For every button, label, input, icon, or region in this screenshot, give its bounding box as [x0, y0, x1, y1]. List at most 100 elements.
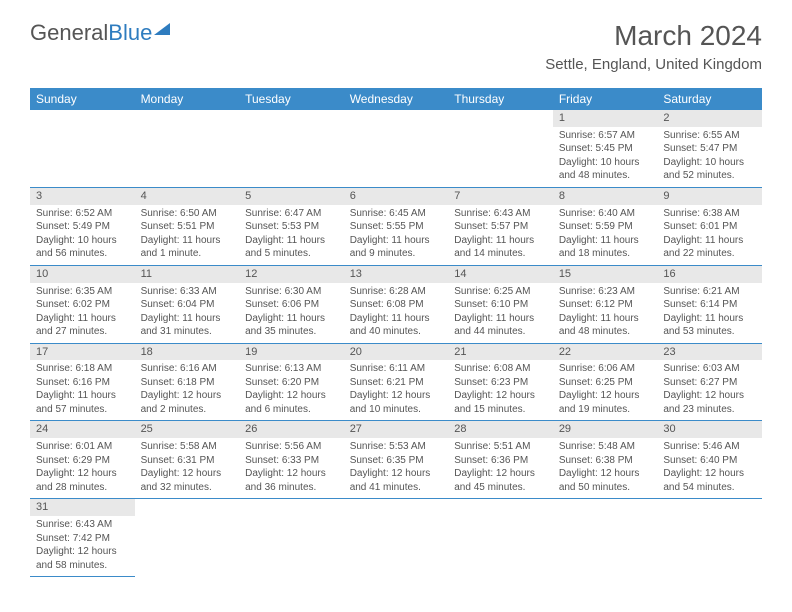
- day-body: Sunrise: 6:13 AMSunset: 6:20 PMDaylight:…: [239, 360, 344, 420]
- sunset-text: Sunset: 6:38 PM: [559, 454, 652, 468]
- sunset-text: Sunset: 6:35 PM: [350, 454, 443, 468]
- daylight-text: Daylight: 11 hours and 27 minutes.: [36, 312, 129, 339]
- sunrise-text: Sunrise: 6:52 AM: [36, 207, 129, 221]
- calendar-cell: 23Sunrise: 6:03 AMSunset: 6:27 PMDayligh…: [657, 343, 762, 421]
- daylight-text: Daylight: 11 hours and 22 minutes.: [663, 234, 756, 261]
- sunrise-text: Sunrise: 6:43 AM: [36, 518, 129, 532]
- day-body: Sunrise: 6:38 AMSunset: 6:01 PMDaylight:…: [657, 205, 762, 265]
- calendar-row: 10Sunrise: 6:35 AMSunset: 6:02 PMDayligh…: [30, 265, 762, 343]
- sunset-text: Sunset: 6:21 PM: [350, 376, 443, 390]
- calendar-cell-empty: [344, 499, 449, 577]
- day-body: Sunrise: 6:43 AMSunset: 5:57 PMDaylight:…: [448, 205, 553, 265]
- sunrise-text: Sunrise: 6:55 AM: [663, 129, 756, 143]
- day-body: Sunrise: 6:33 AMSunset: 6:04 PMDaylight:…: [135, 283, 240, 343]
- day-body: Sunrise: 5:46 AMSunset: 6:40 PMDaylight:…: [657, 438, 762, 498]
- daylight-text: Daylight: 11 hours and 57 minutes.: [36, 389, 129, 416]
- daylight-text: Daylight: 11 hours and 18 minutes.: [559, 234, 652, 261]
- day-number: 30: [657, 421, 762, 438]
- calendar-cell: 8Sunrise: 6:40 AMSunset: 5:59 PMDaylight…: [553, 187, 658, 265]
- day-number: 19: [239, 344, 344, 361]
- daylight-text: Daylight: 11 hours and 9 minutes.: [350, 234, 443, 261]
- daylight-text: Daylight: 11 hours and 48 minutes.: [559, 312, 652, 339]
- calendar-cell: 5Sunrise: 6:47 AMSunset: 5:53 PMDaylight…: [239, 187, 344, 265]
- sunrise-text: Sunrise: 5:48 AM: [559, 440, 652, 454]
- day-number: 20: [344, 344, 449, 361]
- day-number: 6: [344, 188, 449, 205]
- sunrise-text: Sunrise: 6:18 AM: [36, 362, 129, 376]
- calendar-row: 3Sunrise: 6:52 AMSunset: 5:49 PMDaylight…: [30, 187, 762, 265]
- sunset-text: Sunset: 5:51 PM: [141, 220, 234, 234]
- daylight-text: Daylight: 10 hours and 52 minutes.: [663, 156, 756, 183]
- sunrise-text: Sunrise: 6:01 AM: [36, 440, 129, 454]
- calendar-cell: 29Sunrise: 5:48 AMSunset: 6:38 PMDayligh…: [553, 421, 658, 499]
- daylight-text: Daylight: 12 hours and 23 minutes.: [663, 389, 756, 416]
- calendar-cell: 11Sunrise: 6:33 AMSunset: 6:04 PMDayligh…: [135, 265, 240, 343]
- day-number: 8: [553, 188, 658, 205]
- day-body: Sunrise: 6:08 AMSunset: 6:23 PMDaylight:…: [448, 360, 553, 420]
- sunrise-text: Sunrise: 6:43 AM: [454, 207, 547, 221]
- daylight-text: Daylight: 11 hours and 35 minutes.: [245, 312, 338, 339]
- day-number: 24: [30, 421, 135, 438]
- title-block: March 2024 Settle, England, United Kingd…: [545, 20, 762, 73]
- sunset-text: Sunset: 7:42 PM: [36, 532, 129, 546]
- calendar-cell: 14Sunrise: 6:25 AMSunset: 6:10 PMDayligh…: [448, 265, 553, 343]
- day-body: Sunrise: 5:51 AMSunset: 6:36 PMDaylight:…: [448, 438, 553, 498]
- calendar-cell: 9Sunrise: 6:38 AMSunset: 6:01 PMDaylight…: [657, 187, 762, 265]
- sunset-text: Sunset: 6:23 PM: [454, 376, 547, 390]
- calendar-cell-empty: [657, 499, 762, 577]
- daylight-text: Daylight: 12 hours and 54 minutes.: [663, 467, 756, 494]
- calendar-cell-empty: [448, 499, 553, 577]
- calendar-row: 17Sunrise: 6:18 AMSunset: 6:16 PMDayligh…: [30, 343, 762, 421]
- sunrise-text: Sunrise: 6:50 AM: [141, 207, 234, 221]
- calendar-cell: 13Sunrise: 6:28 AMSunset: 6:08 PMDayligh…: [344, 265, 449, 343]
- daylight-text: Daylight: 12 hours and 6 minutes.: [245, 389, 338, 416]
- daylight-text: Daylight: 11 hours and 5 minutes.: [245, 234, 338, 261]
- calendar-cell: 3Sunrise: 6:52 AMSunset: 5:49 PMDaylight…: [30, 187, 135, 265]
- sunrise-text: Sunrise: 6:23 AM: [559, 285, 652, 299]
- daylight-text: Daylight: 11 hours and 1 minute.: [141, 234, 234, 261]
- day-number: 17: [30, 344, 135, 361]
- calendar-row: 31Sunrise: 6:43 AMSunset: 7:42 PMDayligh…: [30, 499, 762, 577]
- calendar-cell-empty: [344, 110, 449, 187]
- day-number: 2: [657, 110, 762, 127]
- sunrise-text: Sunrise: 6:28 AM: [350, 285, 443, 299]
- day-number: 21: [448, 344, 553, 361]
- day-body: Sunrise: 5:58 AMSunset: 6:31 PMDaylight:…: [135, 438, 240, 498]
- day-number: 13: [344, 266, 449, 283]
- calendar-head: SundayMondayTuesdayWednesdayThursdayFrid…: [30, 88, 762, 110]
- sunrise-text: Sunrise: 6:30 AM: [245, 285, 338, 299]
- day-body: Sunrise: 6:03 AMSunset: 6:27 PMDaylight:…: [657, 360, 762, 420]
- weekday-header: Friday: [553, 88, 658, 110]
- daylight-text: Daylight: 12 hours and 2 minutes.: [141, 389, 234, 416]
- location-label: Settle, England, United Kingdom: [545, 56, 762, 73]
- daylight-text: Daylight: 12 hours and 28 minutes.: [36, 467, 129, 494]
- daylight-text: Daylight: 10 hours and 48 minutes.: [559, 156, 652, 183]
- calendar-cell: 28Sunrise: 5:51 AMSunset: 6:36 PMDayligh…: [448, 421, 553, 499]
- day-body: Sunrise: 6:06 AMSunset: 6:25 PMDaylight:…: [553, 360, 658, 420]
- sunset-text: Sunset: 6:40 PM: [663, 454, 756, 468]
- sunset-text: Sunset: 6:29 PM: [36, 454, 129, 468]
- calendar-cell: 15Sunrise: 6:23 AMSunset: 6:12 PMDayligh…: [553, 265, 658, 343]
- calendar-cell-empty: [448, 110, 553, 187]
- weekday-header: Wednesday: [344, 88, 449, 110]
- sunset-text: Sunset: 6:12 PM: [559, 298, 652, 312]
- logo-text-1: General: [30, 20, 108, 46]
- sunrise-text: Sunrise: 6:21 AM: [663, 285, 756, 299]
- sunrise-text: Sunrise: 6:03 AM: [663, 362, 756, 376]
- sunset-text: Sunset: 5:55 PM: [350, 220, 443, 234]
- daylight-text: Daylight: 12 hours and 15 minutes.: [454, 389, 547, 416]
- sunset-text: Sunset: 5:59 PM: [559, 220, 652, 234]
- calendar-cell: 1Sunrise: 6:57 AMSunset: 5:45 PMDaylight…: [553, 110, 658, 187]
- calendar-cell: 22Sunrise: 6:06 AMSunset: 6:25 PMDayligh…: [553, 343, 658, 421]
- calendar-body: 1Sunrise: 6:57 AMSunset: 5:45 PMDaylight…: [30, 110, 762, 577]
- calendar-cell: 7Sunrise: 6:43 AMSunset: 5:57 PMDaylight…: [448, 187, 553, 265]
- day-number: 1: [553, 110, 658, 127]
- day-number: 10: [30, 266, 135, 283]
- day-body: Sunrise: 6:01 AMSunset: 6:29 PMDaylight:…: [30, 438, 135, 498]
- day-body: Sunrise: 6:45 AMSunset: 5:55 PMDaylight:…: [344, 205, 449, 265]
- calendar-cell: 4Sunrise: 6:50 AMSunset: 5:51 PMDaylight…: [135, 187, 240, 265]
- day-number: 22: [553, 344, 658, 361]
- sunset-text: Sunset: 6:20 PM: [245, 376, 338, 390]
- day-number: 7: [448, 188, 553, 205]
- sunrise-text: Sunrise: 5:51 AM: [454, 440, 547, 454]
